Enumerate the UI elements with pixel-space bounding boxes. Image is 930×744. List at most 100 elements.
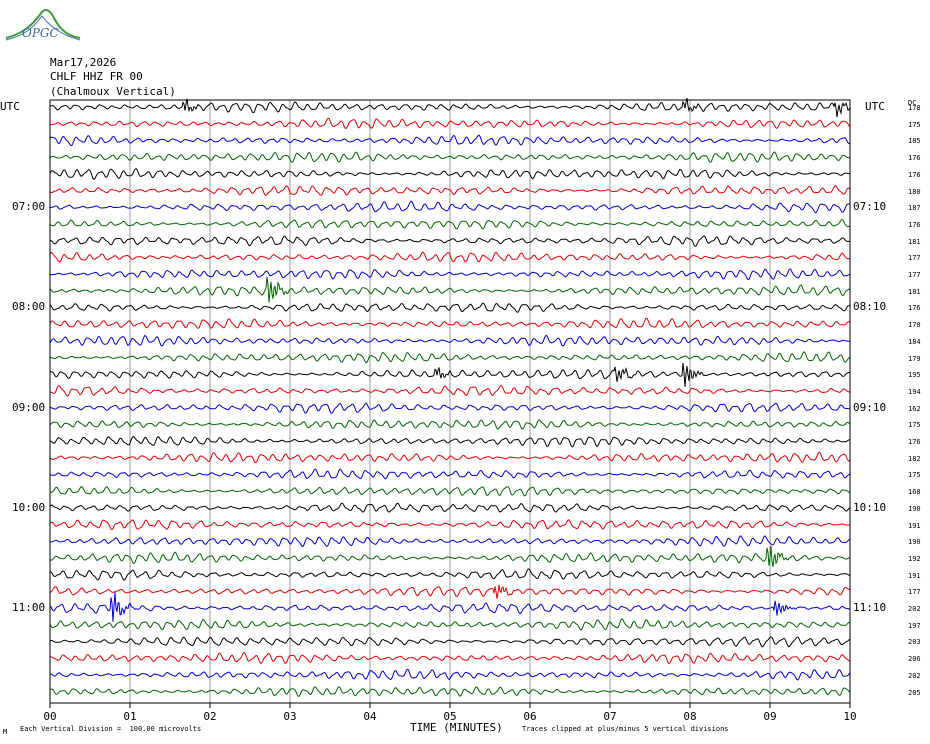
date-label: Mar17,2026 [50, 56, 117, 69]
trace-0 [49, 97, 851, 118]
x-tick-label-06: 06 [523, 710, 537, 723]
dc-offset-label: 177 [908, 254, 921, 263]
x-tick-label-09: 09 [763, 710, 777, 723]
dc-offset-label: 192 [908, 554, 921, 563]
trace-9 [49, 251, 851, 263]
opgc-logo [5, 9, 81, 41]
trace-32 [49, 636, 851, 648]
x-tick-label-08: 08 [683, 710, 697, 723]
dc-offset-label: 176 [908, 170, 921, 179]
dc-offset-label: 182 [908, 454, 921, 463]
trace-25 [49, 519, 850, 531]
trace-8 [49, 235, 851, 247]
trace-27 [49, 545, 851, 567]
right-hour-label: 11:10 [853, 601, 887, 614]
right-hour-label: 07:10 [853, 200, 887, 214]
dc-offset-label: 175 [908, 421, 921, 430]
left-hour-label: 11:00 [12, 601, 46, 614]
dc-offset-label: 170 [908, 321, 921, 330]
dc-offset-label: 162 [908, 404, 921, 413]
dc-offset-label: 178 [908, 104, 921, 112]
scale-note: Each Vertical Division = 100.00 microvol… [20, 725, 202, 733]
left-hour-label: 08:00 [12, 300, 46, 314]
left-hour-label: 09:00 [12, 400, 46, 414]
dc-offset-label: 203 [908, 638, 921, 647]
x-axis-ticks [49, 703, 851, 708]
trace-17 [49, 384, 851, 397]
minute-gridlines [129, 100, 771, 703]
x-tick-label-07: 07 [603, 710, 617, 723]
dc-offset-label: 176 [908, 154, 921, 163]
trace-2 [49, 134, 851, 147]
dc-offset-label: 194 [908, 387, 921, 396]
trace-19 [49, 419, 851, 430]
dc-offset-label: 177 [908, 588, 921, 597]
dc-offset-label: 202 [908, 605, 921, 613]
dc-offset-label: 181 [908, 287, 921, 296]
dc-offset-label: 206 [908, 655, 921, 664]
right-hour-label: 08:10 [853, 300, 887, 314]
trace-30 [49, 592, 851, 622]
clip-note: Traces clipped at plus/minus 5 vertical … [522, 725, 729, 733]
trace-14 [49, 334, 851, 347]
trace-18 [49, 402, 851, 414]
trace-1 [50, 117, 851, 130]
dc-offset-label: 180 [908, 187, 921, 196]
left-hour-label: 10:00 [12, 500, 46, 514]
dc-offset-label: 185 [908, 137, 921, 146]
dc-offset-label: 197 [908, 621, 921, 630]
trace-34 [49, 668, 851, 681]
dc-offset-label: 195 [908, 371, 921, 380]
dc-offset-label: 176 [908, 304, 921, 313]
trace-31 [49, 618, 851, 631]
dc-offset-label: 191 [908, 521, 921, 530]
seismic-traces [49, 97, 851, 697]
channel-label: CHLF HHZ FR 00 [50, 70, 143, 83]
dc-offset-label: 175 [908, 120, 921, 129]
dc-offset-label: 187 [908, 204, 921, 213]
trace-5 [49, 185, 851, 196]
dc-offset-label: 191 [908, 571, 921, 580]
trace-15 [49, 351, 851, 364]
dc-offset-label: 190 [908, 504, 921, 513]
dc-offset-label: 202 [908, 671, 921, 680]
trace-29 [49, 584, 851, 599]
trace-11 [49, 276, 851, 303]
right-hour-label: 09:10 [853, 400, 887, 414]
left-hour-label: 07:00 [12, 200, 46, 214]
trace-23 [49, 486, 851, 497]
x-tick-label-05: 05 [443, 710, 457, 723]
trace-20 [49, 436, 851, 448]
trace-4 [49, 167, 851, 180]
x-tick-label-01: 01 [123, 710, 137, 723]
left-hour-label: UTC [0, 100, 20, 113]
right-hour-label: 10:10 [853, 500, 887, 514]
x-tick-label-10: 10 [843, 710, 857, 723]
dc-offset-label: 184 [908, 337, 921, 346]
x-tick-label-02: 02 [203, 710, 217, 723]
x-tick-label-04: 04 [363, 710, 377, 723]
dc-offset-label: 175 [908, 471, 921, 480]
dc-offset-label: 190 [908, 538, 921, 547]
trace-33 [49, 651, 851, 665]
station-label: (Chalmoux Vertical) [50, 85, 176, 98]
trace-26 [50, 535, 851, 548]
trace-7 [49, 218, 850, 230]
dc-offset-label: 176 [908, 220, 921, 229]
trace-12 [49, 302, 851, 313]
x-tick-label-00: 00 [43, 710, 57, 723]
trace-35 [49, 686, 851, 697]
trace-13 [49, 317, 851, 330]
trace-16 [49, 362, 851, 388]
logo-text: OPGC [22, 26, 59, 40]
dc-offset-label: 181 [908, 237, 921, 246]
trace-24 [49, 502, 851, 513]
dc-offset-label: 179 [908, 354, 921, 363]
trace-3 [49, 151, 851, 164]
x-tick-label-03: 03 [283, 710, 297, 723]
dc-header: DC [908, 99, 917, 107]
footer-mark: M [3, 728, 8, 736]
trace-28 [49, 568, 851, 581]
dc-offset-label: 177 [908, 271, 921, 279]
